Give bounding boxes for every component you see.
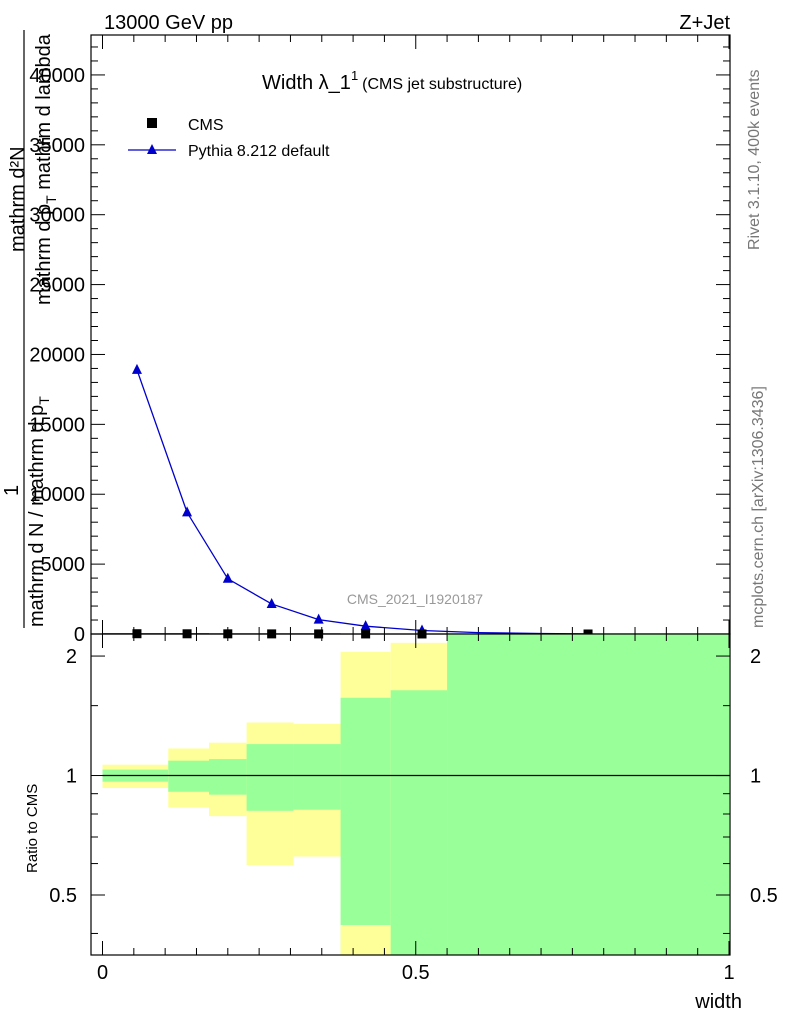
pythia-line <box>136 369 589 635</box>
ratio-xtick-label: 0.5 <box>402 962 430 984</box>
pythia-marker <box>222 572 233 583</box>
pythia-marker <box>131 363 142 374</box>
chart-title: Width λ_11 (CMS jet substructure) <box>262 68 522 94</box>
analysis-watermark: CMS_2021_I1920187 <box>347 591 483 607</box>
chart-title-main: Width λ_1 <box>262 72 351 94</box>
ylabel-num-2-text: mathrm d p <box>33 204 55 305</box>
header-right: Z+Jet <box>679 12 730 34</box>
ylabel-denominator: mathrm d N / mathrm d pT <box>26 396 52 627</box>
side-text-bottom: mcplots.cern.ch [arXiv:1306.3436] <box>750 386 767 628</box>
upper-frame <box>90 34 731 635</box>
ratio-band-yellow-low <box>340 925 391 955</box>
ylabel-num-3: mathrm d lambda <box>33 33 55 195</box>
pythia-marker <box>266 597 277 608</box>
upper-ytick-label: 30000 <box>29 205 85 227</box>
upper-ytick-label: 40000 <box>29 65 85 87</box>
upper-ylabel: mathrm d²N mathrm d pT mathrm d lambda 1… <box>1 30 59 628</box>
upper-ytick-label: 5000 <box>41 554 86 576</box>
legend-cms-label: CMS <box>188 117 224 134</box>
ratio-xtick-label: 1 <box>723 962 734 984</box>
upper-ytick-label: 15000 <box>29 414 85 436</box>
ratio-band-green <box>293 744 341 810</box>
upper-ytick-label: 25000 <box>29 275 85 297</box>
chart-title-sup: 1 <box>351 68 358 83</box>
upper-ytick-label: 35000 <box>29 135 85 157</box>
ylabel-one: 1 <box>1 485 23 496</box>
legend-cms-marker <box>147 118 157 128</box>
legend: CMS Pythia 8.212 default <box>128 117 330 160</box>
pythia-marker <box>182 506 193 517</box>
ratio-xtick-label: 0 <box>97 962 108 984</box>
ratio-band-green <box>447 634 729 955</box>
pythia-marker <box>313 613 324 624</box>
ylabel-den-sub: T <box>36 396 52 405</box>
ratio-band-green <box>246 744 294 811</box>
ratio-ytick-label-right: 2 <box>750 646 761 668</box>
ylabel-num-1: mathrm d²N <box>7 146 29 252</box>
legend-pythia-label: Pythia 8.212 default <box>188 143 330 160</box>
ratio-ylabel: Ratio to CMS <box>24 784 41 873</box>
ratio-frame <box>90 633 731 956</box>
ratio-ytick-label-right: 0.5 <box>750 885 778 907</box>
ratio-band-green <box>209 759 247 795</box>
ratio-band-green <box>390 690 448 955</box>
x-axis-label: width <box>694 991 742 1013</box>
ratio-ytick-label-right: 1 <box>750 766 761 788</box>
pythia-marker <box>360 620 371 631</box>
chart-title-sub: (CMS jet substructure) <box>362 76 522 93</box>
legend-pythia-marker <box>147 144 157 154</box>
upper-ytick-label: 10000 <box>29 484 85 506</box>
ratio-ytick-label: 0.5 <box>49 885 77 907</box>
ylabel-num-2: mathrm d pT mathrm d lambda <box>33 33 59 305</box>
side-text-top: Rivet 3.1.10, 400k events <box>746 69 763 250</box>
ylabel-den-text: mathrm d N / mathrm d p <box>26 405 48 627</box>
upper-ytick-label: 20000 <box>29 344 85 366</box>
ratio-panel: 0.5 0.5 1 1 2 2 0 0.5 1 <box>49 633 778 984</box>
upper-ytick-label: 0 <box>74 624 85 646</box>
ylabel-num-2-sub: T <box>43 195 59 204</box>
ratio-ytick-label: 2 <box>66 646 77 668</box>
header-left: 13000 GeV pp <box>104 12 233 34</box>
ratio-band-green <box>168 760 210 792</box>
ratio-ytick-label: 1 <box>66 766 77 788</box>
ratio-band-green <box>340 697 391 955</box>
upper-panel: 0 5000 10000 15000 20000 25000 30000 35000 40000 <box>29 34 731 646</box>
